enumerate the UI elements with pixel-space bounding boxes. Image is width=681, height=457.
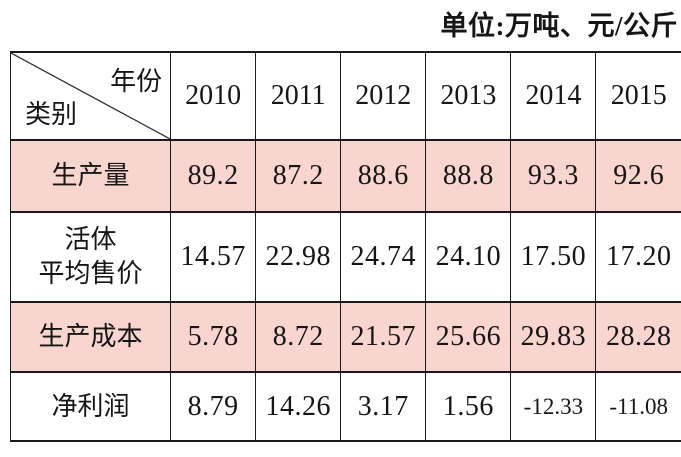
value-cell: 25.66 (425, 301, 512, 374)
value-cell: 24.10 (425, 211, 512, 304)
value-cell: 8.72 (255, 301, 342, 374)
table-row-cost: 生产成本 5.78 8.72 21.57 25.66 29.83 28.28 (9, 301, 681, 374)
row-label-cost: 生产成本 (9, 301, 172, 374)
year-header-2013: 2013 (425, 51, 512, 142)
value-cell: 5.78 (170, 301, 257, 374)
value-cell: 17.20 (595, 211, 681, 304)
year-header-2011: 2011 (255, 51, 342, 142)
year-header-2014: 2014 (510, 51, 597, 142)
table-header-row: 年份 类别 2010 2011 2012 2013 2014 2015 (9, 51, 681, 142)
value-cell: 1.56 (425, 371, 512, 443)
value-cell: 24.74 (340, 211, 427, 304)
year-header-2010: 2010 (170, 51, 257, 142)
value-cell: 14.26 (255, 371, 342, 443)
row-label-avg-price: 活体 平均售价 (9, 211, 172, 304)
corner-label-year: 年份 (110, 67, 163, 97)
value-cell: 28.28 (595, 301, 681, 374)
year-header-2012: 2012 (340, 51, 427, 142)
value-cell: 89.2 (170, 139, 257, 214)
data-table: 年份 类别 2010 2011 2012 2013 2014 2015 生产量 … (9, 51, 681, 443)
value-cell: 3.17 (340, 371, 427, 443)
value-cell: 29.83 (510, 301, 597, 374)
corner-header-cell: 年份 类别 (9, 51, 172, 142)
corner-label-category: 类别 (25, 100, 78, 130)
value-cell: 14.57 (170, 211, 257, 304)
value-cell: 87.2 (255, 139, 342, 214)
value-cell: 88.8 (425, 139, 512, 214)
diagonal-divider-line (11, 54, 170, 139)
row-label-net-profit: 净利润 (9, 371, 172, 443)
value-cell: 8.79 (170, 371, 257, 443)
table-row-production: 生产量 89.2 87.2 88.6 88.8 93.3 92.6 (9, 139, 681, 214)
unit-label: 单位:万吨、元/公斤 (440, 11, 678, 41)
value-cell: -11.08 (595, 371, 681, 443)
value-cell: 17.50 (510, 211, 597, 304)
table-row-net-profit: 净利润 8.79 14.26 3.17 1.56 -12.33 -11.08 (9, 371, 681, 443)
value-cell: 93.3 (510, 139, 597, 214)
value-cell: 22.98 (255, 211, 342, 304)
value-cell: -12.33 (510, 371, 597, 443)
row-label-production: 生产量 (9, 139, 172, 214)
value-cell: 92.6 (595, 139, 681, 214)
value-cell: 21.57 (340, 301, 427, 374)
table-row-avg-price: 活体 平均售价 14.57 22.98 24.74 24.10 17.50 17… (9, 211, 681, 304)
value-cell: 88.6 (340, 139, 427, 214)
year-header-2015: 2015 (595, 51, 681, 142)
